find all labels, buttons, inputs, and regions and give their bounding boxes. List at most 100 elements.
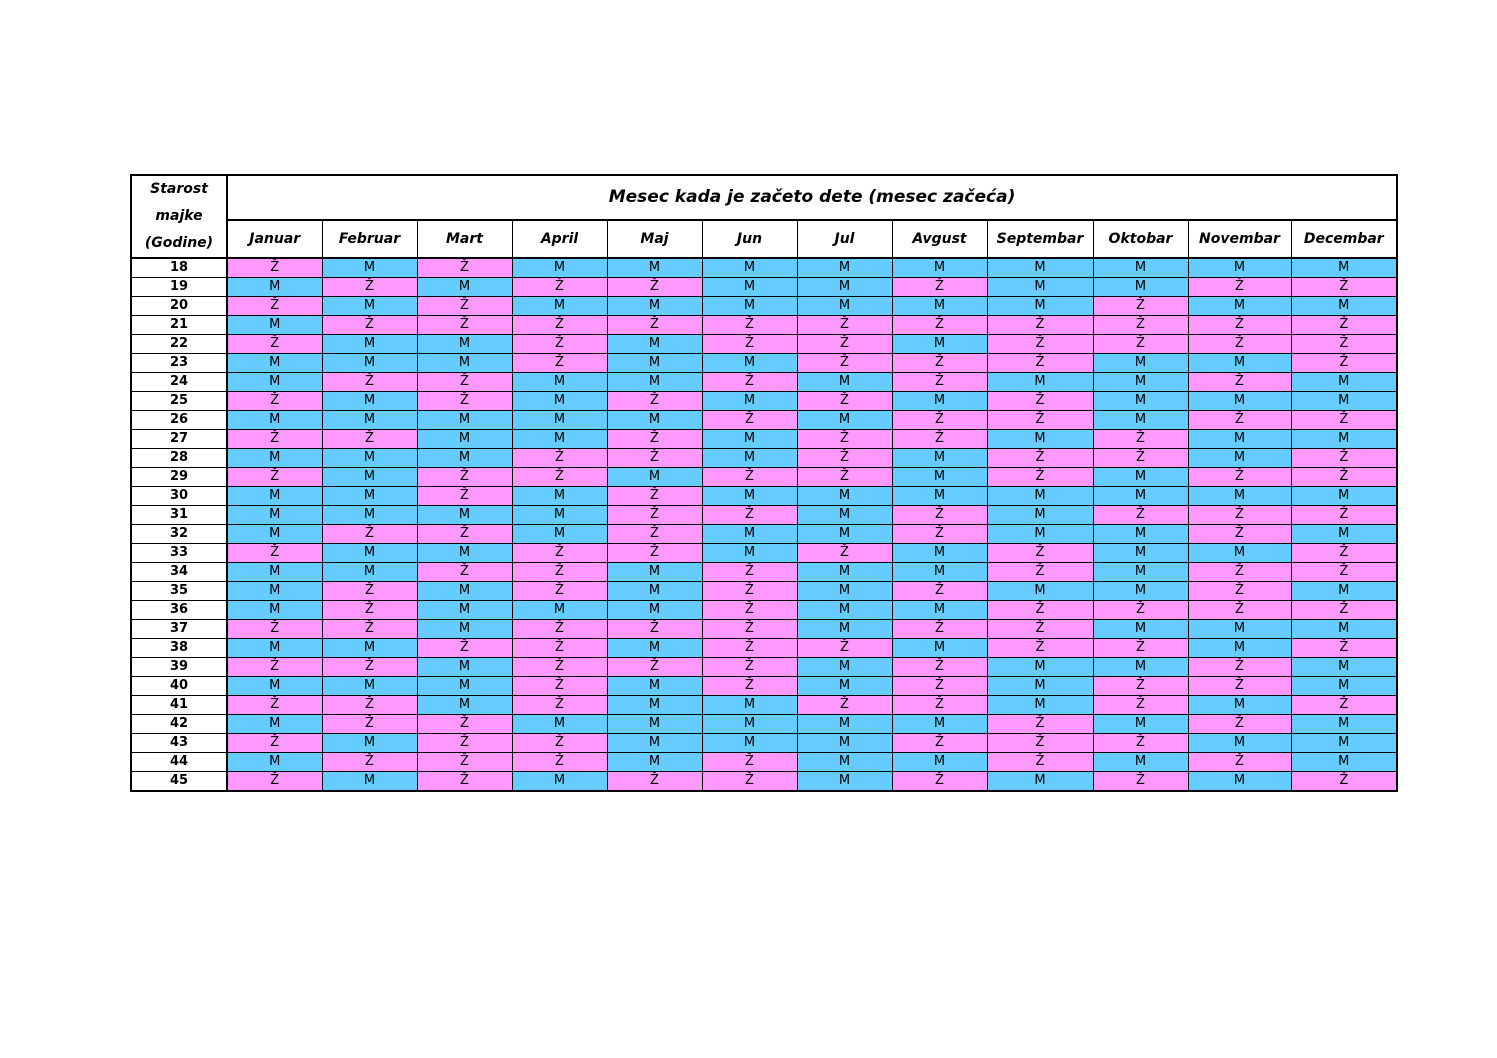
- gender-cell-female: Ž: [1092, 638, 1189, 658]
- gender-cell-female: Ž: [891, 429, 988, 449]
- gender-cell-male: M: [891, 448, 988, 468]
- gender-cell-male: M: [606, 372, 703, 392]
- gender-cell-female: Ž: [701, 657, 798, 677]
- month-header: Februar: [321, 219, 418, 260]
- gender-cell-male: M: [321, 638, 418, 658]
- gender-cell-male: M: [1290, 524, 1399, 544]
- gender-cell-female: Ž: [1290, 410, 1399, 430]
- gender-cell-female: Ž: [606, 429, 703, 449]
- gender-cell-male: M: [891, 562, 988, 582]
- gender-cell-female: Ž: [606, 505, 703, 525]
- gender-cell-male: M: [511, 600, 608, 620]
- age-header-line: (Godine): [144, 235, 214, 251]
- gender-cell-female: Ž: [986, 600, 1094, 620]
- gender-cell-female: Ž: [511, 638, 608, 658]
- gender-cell-female: Ž: [1187, 714, 1292, 734]
- gender-cell-male: M: [606, 752, 703, 772]
- age-cell: 39: [130, 657, 228, 677]
- gender-cell-male: M: [226, 505, 323, 525]
- gender-cell-male: M: [321, 296, 418, 316]
- age-cell: 20: [130, 296, 228, 316]
- table-row: 29 Ž M Ž Ž M Ž Ž M Ž M Ž Ž: [130, 467, 1399, 487]
- table-row: 38 M M Ž Ž M Ž Ž M Ž Ž M Ž: [130, 638, 1399, 658]
- gender-cell-male: M: [321, 467, 418, 487]
- age-cell: 24: [130, 372, 228, 392]
- gender-cell-female: Ž: [986, 315, 1094, 335]
- age-cell: 32: [130, 524, 228, 544]
- gender-cell-female: Ž: [416, 391, 513, 411]
- gender-cell-male: M: [226, 676, 323, 696]
- age-cell: 22: [130, 334, 228, 354]
- gender-cell-male: M: [226, 524, 323, 544]
- gender-cell-male: M: [321, 257, 418, 278]
- gender-cell-female: Ž: [1187, 334, 1292, 354]
- gender-cell-male: M: [796, 296, 893, 316]
- month-header-row: Januar Februar Mart April Maj Jun Jul Avgust Sep…: [131, 219, 1399, 260]
- gender-cell-female: Ž: [796, 638, 893, 658]
- gender-cell-male: M: [606, 695, 703, 715]
- gender-cell-male: M: [701, 277, 798, 297]
- gender-cell-female: Ž: [986, 543, 1094, 563]
- table-row: 32 M Ž Ž M Ž M M Ž M M Ž M: [130, 524, 1399, 544]
- month-header: Maj: [606, 219, 703, 260]
- table-row: 31 M M M M Ž Ž M Ž M Ž Ž Ž: [130, 505, 1399, 525]
- table-row: 39 Ž Ž M Ž Ž Ž M Ž M M Ž M: [130, 657, 1399, 677]
- gender-cell-male: M: [796, 619, 893, 639]
- gender-cell-female: Ž: [1290, 315, 1399, 335]
- month-header: Jul: [796, 219, 893, 260]
- table-row: 41 Ž Ž M Ž M M Ž Ž M Ž M Ž: [130, 695, 1399, 715]
- gender-cell-female: Ž: [606, 524, 703, 544]
- gender-cell-female: Ž: [1092, 448, 1189, 468]
- gender-cell-female: Ž: [1187, 676, 1292, 696]
- gender-cell-male: M: [226, 562, 323, 582]
- month-header: Oktobar: [1092, 219, 1189, 260]
- gender-cell-male: M: [1290, 372, 1399, 392]
- gender-cell-male: M: [606, 714, 703, 734]
- gender-cell-female: Ž: [511, 676, 608, 696]
- gender-cell-male: M: [1187, 638, 1292, 658]
- age-cell: 33: [130, 543, 228, 563]
- gender-cell-female: Ž: [986, 467, 1094, 487]
- gender-cell-female: Ž: [416, 771, 513, 792]
- gender-cell-female: Ž: [1092, 429, 1189, 449]
- gender-cell-male: M: [796, 372, 893, 392]
- gender-cell-female: Ž: [1290, 543, 1399, 563]
- gender-cell-female: Ž: [1187, 581, 1292, 601]
- gender-cell-female: Ž: [701, 619, 798, 639]
- age-cell: 27: [130, 429, 228, 449]
- gender-cell-female: Ž: [796, 334, 893, 354]
- gender-cell-male: M: [701, 296, 798, 316]
- gender-cell-female: Ž: [226, 391, 323, 411]
- gender-cell-male: M: [701, 714, 798, 734]
- gender-cell-male: M: [416, 543, 513, 563]
- gender-cell-male: M: [796, 486, 893, 506]
- gender-cell-male: M: [321, 391, 418, 411]
- gender-cell-male: M: [1187, 771, 1292, 792]
- gender-cell-male: M: [1092, 467, 1189, 487]
- table-row: 22 Ž M M Ž M Ž Ž M Ž Ž Ž Ž: [130, 334, 1399, 354]
- gender-cell-male: M: [986, 296, 1094, 316]
- gender-cell-male: M: [1290, 486, 1399, 506]
- gender-cell-female: Ž: [226, 619, 323, 639]
- gender-cell-female: Ž: [796, 391, 893, 411]
- gender-cell-female: Ž: [1290, 562, 1399, 582]
- age-cell: 30: [130, 486, 228, 506]
- gender-cell-female: Ž: [226, 334, 323, 354]
- gender-cell-male: M: [606, 581, 703, 601]
- age-cell: 28: [130, 448, 228, 468]
- gender-cell-male: M: [1187, 733, 1292, 753]
- gender-cell-male: M: [1092, 372, 1189, 392]
- gender-cell-male: M: [796, 600, 893, 620]
- gender-cell-female: Ž: [986, 714, 1094, 734]
- gender-cell-female: Ž: [891, 676, 988, 696]
- gender-cell-female: Ž: [226, 429, 323, 449]
- gender-cell-female: Ž: [416, 524, 513, 544]
- gender-cell-male: M: [226, 714, 323, 734]
- gender-cell-male: M: [226, 638, 323, 658]
- gender-cell-female: Ž: [1290, 448, 1399, 468]
- gender-cell-male: M: [416, 676, 513, 696]
- gender-cell-male: M: [511, 771, 608, 792]
- gender-cell-male: M: [986, 486, 1094, 506]
- gender-cell-male: M: [796, 657, 893, 677]
- gender-cell-male: M: [1092, 486, 1189, 506]
